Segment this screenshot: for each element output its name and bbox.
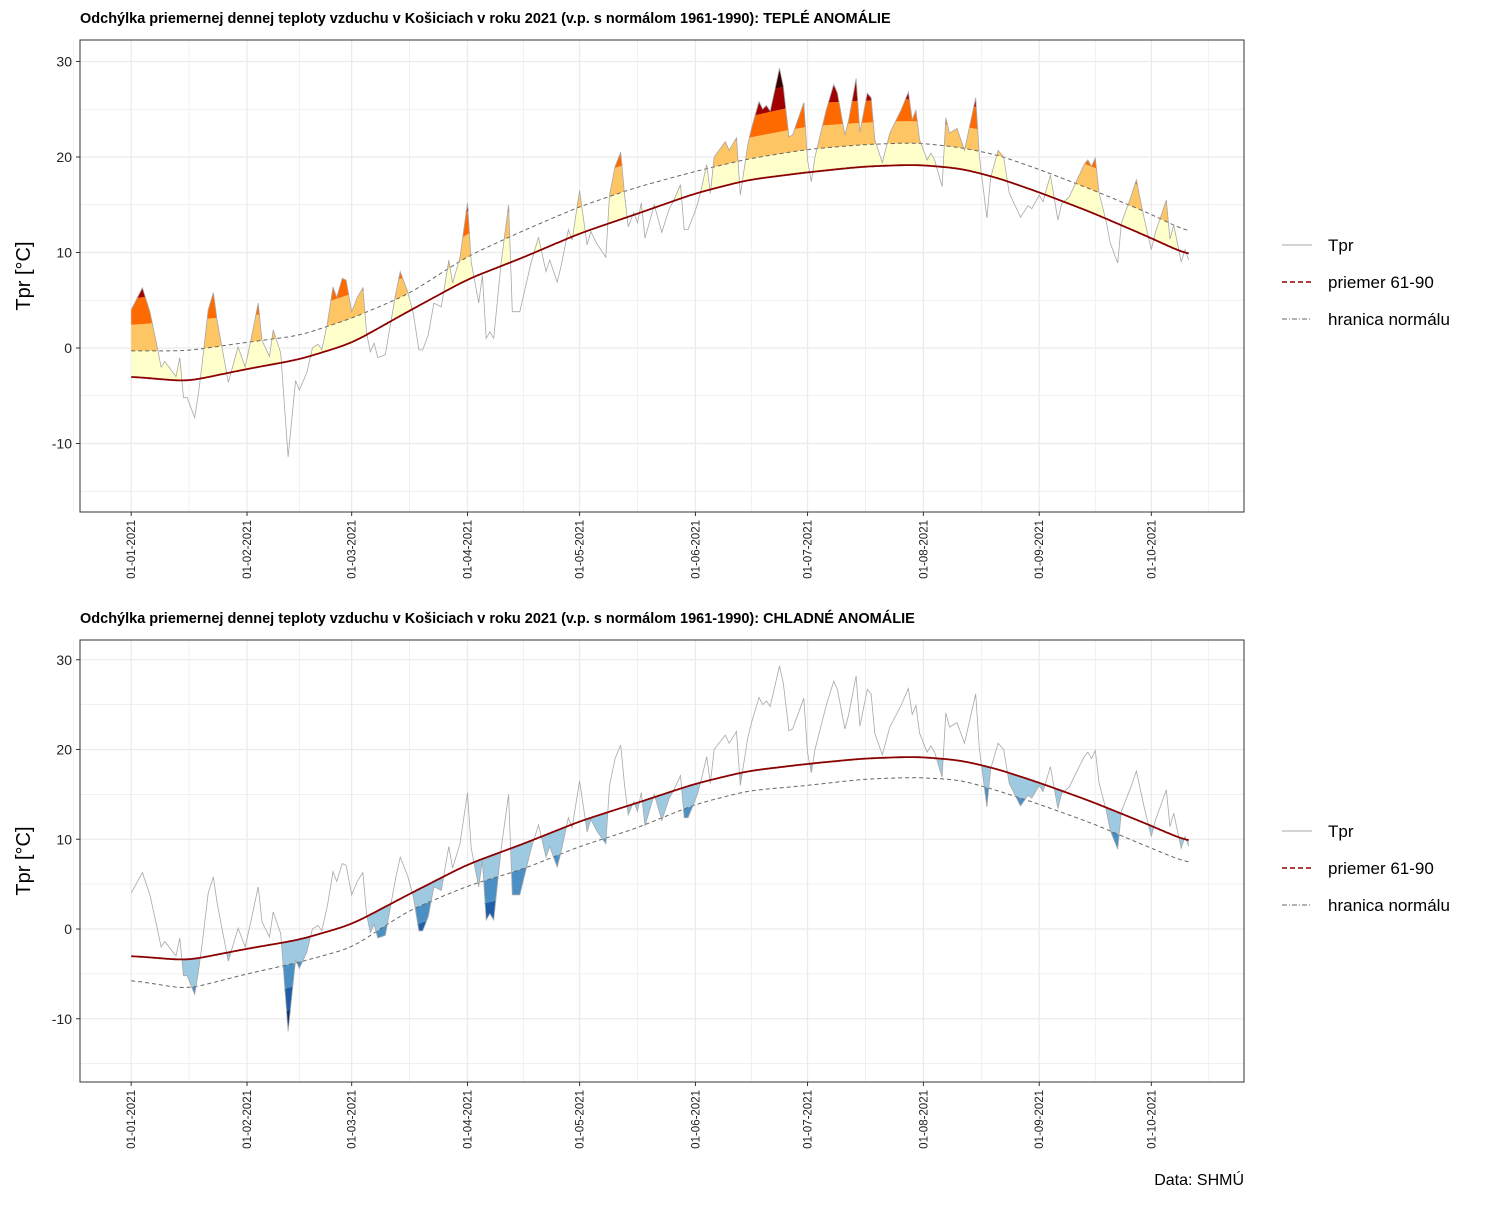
tpr-line (130, 665, 1190, 1032)
cold-y-axis-label: Tpr [°C] (13, 826, 35, 895)
legend-label: priemer 61-90 (1328, 859, 1434, 878)
anomaly-band-5 (131, 68, 1189, 273)
x-tick-label: 01-09-2021 (1034, 520, 1046, 579)
normal-bound-line (131, 142, 1189, 352)
x-tick-label: 01-10-2021 (1146, 1090, 1158, 1149)
x-tick-label: 01-06-2021 (690, 520, 702, 579)
legend-item: priemer 61-90 (1282, 859, 1434, 878)
normal-mean-line (131, 164, 1189, 382)
x-tick-label: 01-04-2021 (463, 1090, 475, 1149)
y-tick-label: 10 (56, 831, 72, 847)
legend: Tpr priemer 61-90 hranica normálu (1282, 236, 1450, 329)
y-tick-label: -10 (52, 1011, 72, 1027)
y-tick-label: 30 (56, 54, 72, 70)
x-tick-label: 01-02-2021 (242, 520, 254, 579)
y-tick-label: 0 (64, 921, 72, 937)
anomaly-band-2 (131, 121, 1189, 351)
y-tick-label: 30 (56, 652, 72, 668)
x-tick-label: 01-01-2021 (126, 520, 138, 579)
x-tick-label: 01-10-2021 (1146, 520, 1158, 579)
x-tick-label: 01-04-2021 (463, 520, 475, 579)
legend-label: Tpr (1328, 236, 1354, 255)
y-tick-label: -10 (52, 436, 72, 452)
y-tick-label: 0 (64, 340, 72, 356)
anomaly-bands (130, 68, 1190, 457)
legend-label: hranica normálu (1328, 310, 1450, 329)
anomaly-band-1 (131, 757, 1189, 987)
legend-label: hranica normálu (1328, 896, 1450, 915)
anomaly-band-1 (131, 143, 1189, 381)
y-tick-label: 10 (56, 245, 72, 261)
legend-item: Tpr (1282, 822, 1354, 841)
data-source-note: Data: SHMÚ (1154, 1170, 1244, 1189)
x-tick-label: 01-06-2021 (690, 1090, 702, 1149)
legend: Tpr priemer 61-90 hranica normálu (1282, 822, 1450, 915)
x-tick-label: 01-08-2021 (918, 520, 930, 579)
legend-item: priemer 61-90 (1282, 273, 1434, 292)
normal-mean-line (131, 756, 1189, 961)
warm-chart-title: Odchýlka priemernej dennej teploty vzduc… (80, 10, 891, 27)
x-tick-label: 01-08-2021 (918, 1090, 930, 1149)
x-tick-label: 01-02-2021 (242, 1090, 254, 1149)
gridlines (72, 40, 1244, 512)
cold-chart-title: Odchýlka priemernej dennej teploty vzduc… (80, 610, 915, 627)
y-tick-label: 20 (56, 149, 72, 165)
plot-frame (79, 39, 1245, 513)
x-tick-label: 01-01-2021 (126, 1090, 138, 1149)
x-tick-label: 01-03-2021 (347, 520, 359, 579)
x-tick-label: 01-07-2021 (803, 520, 815, 579)
x-tick-label: 01-09-2021 (1034, 1090, 1046, 1149)
tpr-line (130, 68, 1190, 457)
normal-bound-line (131, 777, 1189, 988)
warm-y-axis-label: Tpr [°C] (13, 241, 35, 310)
y-tick-label: 20 (56, 742, 72, 758)
legend-item: Tpr (1282, 236, 1354, 255)
x-tick-label: 01-03-2021 (347, 1090, 359, 1149)
legend-label: Tpr (1328, 822, 1354, 841)
warm-panel: -10 0 10 20 30 01-01-2021 01-02-2021 01-03-2021… (52, 39, 1450, 579)
legend-item: hranica normálu (1282, 310, 1450, 329)
legend-label: priemer 61-90 (1328, 273, 1434, 292)
anomaly-band-3 (131, 99, 1189, 325)
x-tick-label: 01-05-2021 (575, 1090, 587, 1149)
legend-item: hranica normálu (1282, 896, 1450, 915)
cold-panel: -10 0 10 20 30 01-01-2021 01-02-2021 01-03-2021… (52, 639, 1450, 1149)
plot-frame (79, 639, 1245, 1083)
anomaly-bands (130, 665, 1190, 1044)
gridlines (72, 640, 1244, 1082)
x-tick-label: 01-05-2021 (575, 520, 587, 579)
x-tick-label: 01-07-2021 (803, 1090, 815, 1149)
